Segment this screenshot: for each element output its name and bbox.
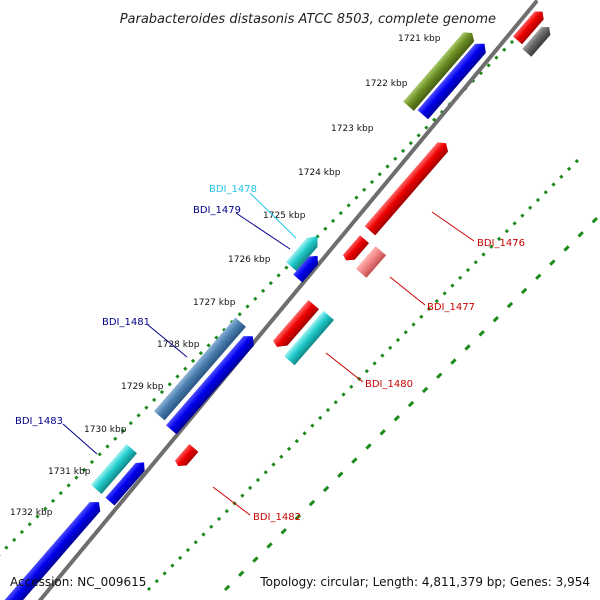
tick-label-1722: 1722 kbp [365, 79, 408, 89]
label-bdi1479[interactable]: BDI_1479 [193, 205, 241, 216]
gene-blue-1729[interactable] [166, 332, 258, 435]
tick-label-1726: 1726 kbp [228, 255, 271, 265]
gene-blue-1722[interactable] [417, 39, 490, 120]
tick-label-1730: 1730 kbp [84, 425, 127, 435]
map-title: Parabacteroides distasonis ATCC 8503, co… [120, 12, 496, 27]
tick-label-1721: 1721 kbp [398, 34, 441, 44]
genome-summary-text: Topology: circular; Length: 4,811,379 bp… [259, 575, 590, 589]
label-bdi1476[interactable]: BDI_1476 [477, 238, 525, 249]
label-bdi1483[interactable]: BDI_1483 [15, 416, 63, 427]
tick-label-1732: 1732 kbp [10, 508, 53, 518]
tick-ring [223, 213, 600, 592]
tick-label-1725: 1725 kbp [263, 211, 306, 221]
label-bdi1477[interactable]: BDI_1477 [427, 302, 475, 313]
gene-small-red-1726[interactable] [342, 235, 370, 264]
label-bdi1480[interactable]: BDI_1480 [365, 379, 413, 390]
gene-olive[interactable] [403, 28, 477, 111]
leader-bdi1483 [62, 423, 98, 455]
leader-bdi1481 [147, 324, 188, 358]
label-bdi1478[interactable]: BDI_1478 [209, 184, 257, 195]
leader-bdi1476 [431, 211, 475, 242]
tick-label-1728: 1728 kbp [157, 340, 200, 350]
inner-dotted-ring [146, 156, 582, 592]
genome-backbone [37, 0, 538, 600]
tick-label-1727: 1727 kbp [193, 298, 236, 308]
gene-bdi1481[interactable] [154, 317, 246, 421]
label-bdi1482[interactable]: BDI_1482 [253, 512, 301, 523]
gene-bdi1477[interactable] [355, 246, 387, 278]
gene-bdi1480[interactable] [284, 310, 334, 366]
gene-features [1, 8, 553, 600]
tick-label-1724: 1724 kbp [298, 168, 341, 178]
leader-bdi1478 [249, 192, 297, 239]
accession-text: Accession: NC_009615 [10, 575, 146, 589]
gene-labels: BDI_1478 BDI_1479 BDI_1476 BDI_1477 BDI_… [15, 184, 525, 523]
gene-top-red[interactable] [513, 8, 547, 45]
gene-blue-1732[interactable] [1, 498, 104, 600]
gene-bdi1482[interactable] [174, 444, 199, 470]
gene-bdi1476[interactable] [364, 139, 452, 236]
gene-bdi1479[interactable] [293, 252, 322, 283]
leader-bdi1480 [325, 352, 364, 383]
tick-label-1731: 1731 kbp [48, 467, 91, 477]
leader-lines [62, 192, 475, 516]
gene-blue-1731[interactable] [105, 458, 148, 506]
gene-bdi1483[interactable] [91, 444, 137, 494]
leader-bdi1477 [389, 276, 426, 306]
gene-bdi1478[interactable] [285, 232, 323, 272]
tick-labels: 1721 kbp 1722 kbp 1723 kbp 1724 kbp 1725… [10, 34, 441, 518]
leader-bdi1479 [235, 212, 291, 250]
label-bdi1481[interactable]: BDI_1481 [102, 317, 150, 328]
gene-top-gray[interactable] [522, 23, 553, 57]
outer-dotted-ring [0, 10, 544, 557]
tick-label-1729: 1729 kbp [121, 382, 164, 392]
leader-bdi1482 [212, 486, 251, 516]
gene-red-1728[interactable] [272, 300, 319, 351]
tick-label-1723: 1723 kbp [331, 124, 374, 134]
